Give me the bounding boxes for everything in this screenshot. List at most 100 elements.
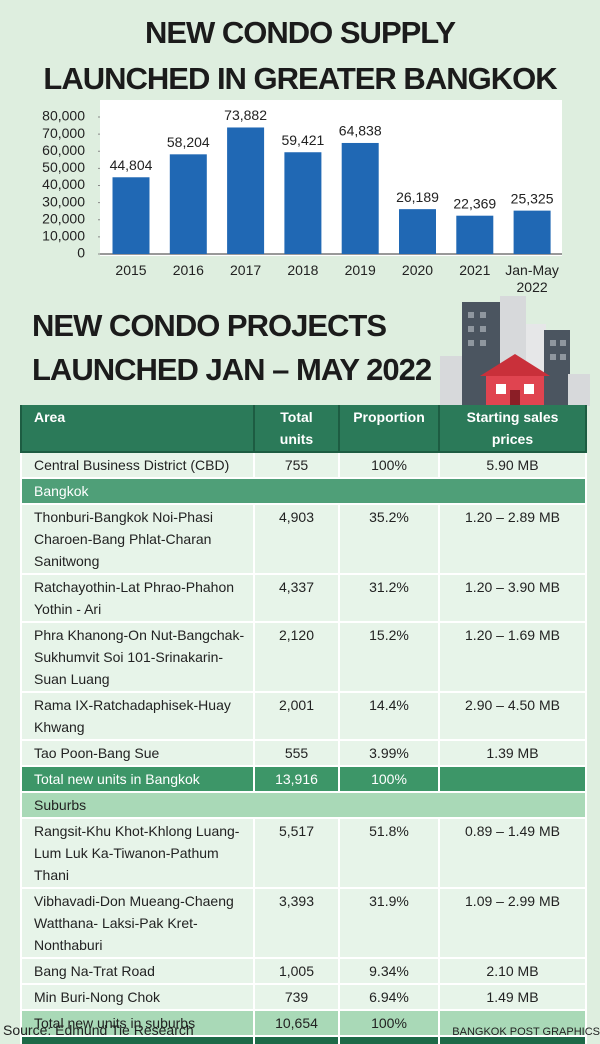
table-cell: 100%	[338, 1010, 440, 1037]
table-cell: 1.09 – 2.99 MB	[438, 888, 587, 959]
value-label: 73,882	[224, 107, 267, 123]
x-tick-label: 2020	[401, 262, 434, 278]
table-cell: 2.10 MB	[438, 958, 587, 985]
table-cell: Bang Na-Trat Road	[20, 958, 255, 985]
chart: 010,000 20,00030,00040,00050,00060,00070,…	[42, 100, 562, 261]
table-cell: 1.20 – 3.90 MB	[438, 574, 587, 623]
table-cell: Tao Poon-Bang Sue	[20, 740, 255, 767]
table-cell	[438, 1036, 587, 1044]
table-cell: Min Buri-Nong Chok	[20, 984, 255, 1011]
value-label: 25,325	[511, 190, 554, 206]
source: Source: Edmund Tie Research	[3, 1022, 194, 1038]
table-cell: 3,393	[253, 888, 340, 959]
bar	[399, 209, 436, 254]
grand-total-row: Total new units Jan – May 202225,325	[20, 1036, 587, 1044]
y-tick-label: 20,000	[42, 210, 85, 226]
table-cell: Total units	[253, 405, 340, 453]
table-cell: 31.9%	[338, 888, 440, 959]
data-row: Phra Khanong-On Nut-Bangchak-Sukhumvit S…	[20, 622, 587, 693]
table-cell: 51.8%	[338, 818, 440, 889]
data-row: Central Business District (CBD) 755 100% 5.…	[20, 452, 587, 479]
table-cell: Rama IX-Ratchadaphisek-Huay Khwang	[20, 692, 255, 741]
y-tick-label: 50,000	[42, 159, 85, 175]
x-tick-label: 2019	[344, 262, 376, 278]
table-cell: 9.34%	[338, 958, 440, 985]
table-cell: 3.99%	[338, 740, 440, 767]
section-name: Bangkok	[20, 478, 587, 505]
table-cell: Proportion	[338, 405, 440, 453]
table-cell: 4,903	[253, 504, 340, 575]
table-cell: 35.2%	[338, 504, 440, 575]
table-title: NEW CONDO PROJECTS LAUNCHED JAN – MAY 20…	[32, 308, 432, 387]
x-tick-label: Jan-May 2022	[505, 262, 559, 295]
table-cell: Vibhavadi-Don Mueang-Chaeng Watthana- La…	[20, 888, 255, 959]
table-cell	[438, 766, 587, 793]
table-cell: 555	[253, 740, 340, 767]
table-cell: Total new units Jan – May 2022	[20, 1036, 255, 1044]
table-cell: 1.39 MB	[438, 740, 587, 767]
table-cell: Rangsit-Khu Khot-Khlong Luang-Lum Luk Ka…	[20, 818, 255, 889]
table-cell: Phra Khanong-On Nut-Bangchak-Sukhumvit S…	[20, 622, 255, 693]
table-cell: 755	[253, 452, 340, 479]
data-row: Ratchayothin-Lat Phrao-Phahon Yothin - A…	[20, 574, 587, 623]
table-cell: Total new units in suburbs	[20, 1010, 255, 1037]
table-cell: 1.20 – 1.69 MB	[438, 622, 587, 693]
table-cell: 2,001	[253, 692, 340, 741]
table-cell: Central Business District (CBD)	[20, 452, 255, 479]
table-cell: 0.89 – 1.49 MB	[438, 818, 587, 889]
data-row: Thonburi-Bangkok Noi-Phasi Charoen-Bang …	[20, 504, 587, 575]
table-cell: Ratchayothin-Lat Phrao-Phahon Yothin - A…	[20, 574, 255, 623]
bar	[284, 152, 322, 254]
x-tick-label: 2018	[287, 262, 319, 278]
table-cell: 31.2%	[338, 574, 440, 623]
data-row: Rangsit-Khu Khot-Khlong Luang-Lum Luk Ka…	[20, 818, 587, 889]
bar	[227, 127, 265, 254]
table-cell: 2.90 – 4.50 MB	[438, 692, 587, 741]
x-tick-label: 2017	[230, 262, 262, 278]
table-cell: Starting sales prices	[438, 405, 587, 453]
value-label: 44,804	[110, 157, 153, 173]
header-row: Area Total units Proportion Starting sales …	[20, 405, 587, 453]
y-tick-label: 0	[77, 245, 85, 261]
table-cell: 100%	[338, 766, 440, 793]
table-cell: 5,517	[253, 818, 340, 889]
credit: BANGKOK POST GRAPHICS	[452, 1026, 600, 1038]
section-row: Suburbs	[20, 792, 587, 819]
data-row: Min Buri-Nong Chok 739 6.94% 1.49 MB	[20, 984, 587, 1011]
table-cell: 1,005	[253, 958, 340, 985]
total-row: Total new units in suburbs 10,654 100%	[20, 1010, 587, 1037]
x-tick-label: 2016	[172, 262, 204, 278]
y-tick-label: 30,000	[42, 193, 85, 209]
buildings-icon	[440, 296, 590, 406]
y-tick-label: 40,000	[42, 176, 85, 192]
bar	[513, 210, 551, 254]
table-cell: 13,916	[253, 766, 340, 793]
y-tick-label: 10,000	[42, 228, 85, 244]
table-cell	[438, 1010, 587, 1037]
section-name: Suburbs	[20, 792, 587, 819]
bar	[112, 177, 150, 254]
data-row: Tao Poon-Bang Sue 555 3.99% 1.39 MB	[20, 740, 587, 767]
table-cell: 10,654	[253, 1010, 340, 1037]
table-cell: 14.4%	[338, 692, 440, 741]
table-cell: Thonburi-Bangkok Noi-Phasi Charoen-Bang …	[20, 504, 255, 575]
table-cell: 15.2%	[338, 622, 440, 693]
bar	[456, 215, 494, 254]
y-tick-label: 70,000	[42, 125, 85, 141]
table-cell: 25,325	[253, 1036, 340, 1044]
value-label: 22,369	[453, 195, 496, 211]
value-label: 59,421	[281, 132, 324, 148]
value-label: 58,204	[167, 134, 210, 150]
table-cell: Area	[20, 405, 255, 453]
value-label: 64,838	[339, 123, 382, 139]
y-tick-label: 60,000	[42, 142, 85, 158]
table-cell: 6.94%	[338, 984, 440, 1011]
projects-table: Area Total units Proportion Starting sales …	[20, 405, 587, 1044]
table-cell: 4,337	[253, 574, 340, 623]
y-tick-label: 80,000	[42, 108, 85, 124]
table-cell: 739	[253, 984, 340, 1011]
data-row: Vibhavadi-Don Mueang-Chaeng Watthana- La…	[20, 888, 587, 959]
table-cell: 2,120	[253, 622, 340, 693]
data-row: Rama IX-Ratchadaphisek-Huay Khwang 2,001 1…	[20, 692, 587, 741]
table-cell: Total new units in Bangkok	[20, 766, 255, 793]
